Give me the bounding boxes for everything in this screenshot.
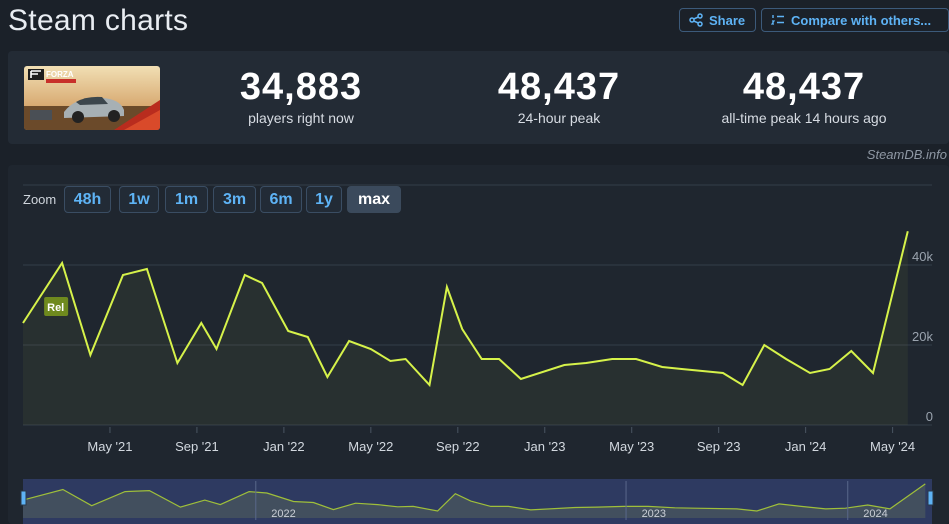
x-tick-label: Sep '21 — [175, 439, 219, 454]
x-tick-label: Sep '23 — [697, 439, 741, 454]
list-numbers-icon — [771, 13, 785, 27]
y-tick-label: 0 — [926, 409, 933, 424]
current-players-value: 34,883 — [239, 66, 363, 108]
alltime-peak-value: 48,437 — [742, 66, 866, 108]
zoom-6m-button[interactable]: 6m — [260, 186, 302, 213]
x-tick-label: Jan '22 — [263, 439, 305, 454]
thumb-logo-text: FORZA — [46, 70, 74, 79]
steamdb-attribution[interactable]: SteamDB.info — [866, 147, 947, 162]
compare-button[interactable]: Compare with others... — [761, 8, 949, 32]
navigator-right-handle[interactable] — [927, 490, 934, 506]
x-tick-label: Sep '22 — [436, 439, 480, 454]
peak-24h-value: 48,437 — [497, 66, 621, 108]
chart-grid — [23, 184, 932, 426]
share-label: Share — [709, 12, 746, 28]
zoom-3m-button[interactable]: 3m — [213, 186, 256, 213]
zoom-max-button[interactable]: max — [347, 186, 401, 213]
x-tick-label: May '21 — [87, 439, 132, 454]
release-flag-label: Rel — [47, 302, 64, 314]
series-line — [22, 231, 909, 388]
current-players-label: players right now — [248, 110, 354, 126]
page-title: Steam charts — [8, 4, 189, 37]
stat-alltime-peak: 48,437 all-time peak 14 hours ago — [694, 65, 914, 126]
stats-panel: FORZA 34,883 players right now 48,437 24… — [8, 51, 949, 144]
navigator-year-label: 2024 — [863, 508, 887, 520]
y-tick-label: 40k — [912, 249, 933, 264]
compare-label: Compare with others... — [791, 12, 932, 28]
zoom-1w-button[interactable]: 1w — [119, 186, 159, 213]
peak-24h-label: 24-hour peak — [517, 110, 601, 126]
zoom-48h-button[interactable]: 48h — [64, 186, 111, 213]
x-tick-label: Jan '23 — [524, 439, 566, 454]
x-tick-label: May '22 — [348, 439, 393, 454]
navigator-year-label: 2023 — [642, 508, 666, 520]
alltime-peak-label: all-time peak 14 hours ago — [721, 110, 887, 126]
zoom-1y-button[interactable]: 1y — [306, 186, 342, 213]
navigator-year-label: 2022 — [271, 508, 295, 520]
zoom-1m-button[interactable]: 1m — [165, 186, 208, 213]
share-icon — [689, 13, 703, 27]
release-flag — [44, 297, 69, 316]
series-area — [23, 231, 908, 425]
share-button[interactable]: Share — [679, 8, 756, 32]
y-tick-label: 20k — [912, 329, 933, 344]
navigator-line — [22, 483, 926, 512]
stat-24h-peak: 48,437 24-hour peak — [469, 65, 649, 126]
navigator-selection — [23, 479, 932, 524]
navigator-left-handle[interactable] — [20, 490, 27, 506]
game-thumbnail[interactable]: FORZA — [24, 66, 160, 130]
x-tick-label: Jan '24 — [785, 439, 827, 454]
x-tick-label: May '23 — [609, 439, 654, 454]
stat-current-players: 34,883 players right now — [211, 65, 391, 126]
x-tick-label: May '24 — [870, 439, 915, 454]
zoom-label: Zoom — [23, 192, 57, 207]
navigator[interactable]: 2022 2023 2024 — [20, 479, 934, 524]
